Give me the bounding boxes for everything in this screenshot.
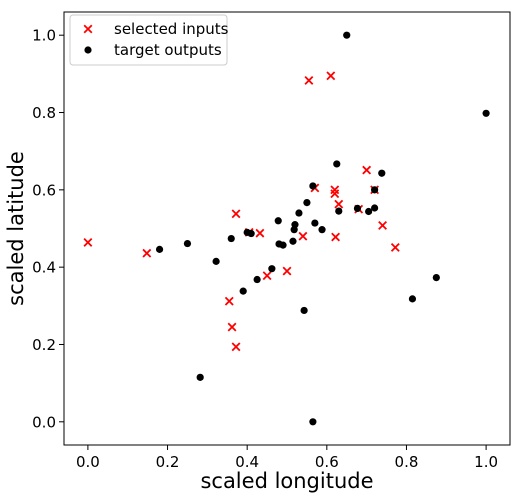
point-target-outputs-2 bbox=[196, 373, 204, 381]
point-selected-inputs-0 bbox=[83, 237, 93, 247]
point-selected-inputs-16 bbox=[331, 232, 341, 242]
legend-marker-target-outputs bbox=[84, 46, 92, 54]
x-tick-label: 0.4 bbox=[235, 453, 259, 471]
y-axis-label: scaled latitude bbox=[4, 151, 28, 306]
point-target-outputs-26 bbox=[353, 204, 362, 212]
point-selected-inputs-17 bbox=[334, 199, 344, 209]
point-selected-inputs-5 bbox=[231, 209, 241, 219]
point-target-outputs-13 bbox=[289, 237, 297, 245]
point-target-outputs-15 bbox=[291, 221, 299, 229]
point-selected-inputs-19 bbox=[362, 165, 372, 175]
plot-frame bbox=[63, 11, 511, 446]
point-target-outputs-16 bbox=[295, 209, 303, 217]
point-selected-inputs-15 bbox=[330, 189, 340, 199]
point-selected-inputs-2 bbox=[224, 296, 234, 306]
point-target-outputs-7 bbox=[247, 229, 255, 238]
y-tick-label: 0.6 bbox=[32, 181, 56, 199]
point-selected-inputs-1 bbox=[142, 248, 152, 258]
point-target-outputs-12 bbox=[279, 241, 287, 249]
point-target-outputs-30 bbox=[378, 169, 386, 177]
point-selected-inputs-11 bbox=[304, 75, 314, 85]
point-target-outputs-21 bbox=[311, 219, 319, 227]
point-target-outputs-4 bbox=[227, 234, 235, 243]
point-target-outputs-32 bbox=[432, 273, 440, 282]
point-target-outputs-8 bbox=[253, 275, 261, 284]
point-target-outputs-9 bbox=[268, 265, 276, 273]
y-tick-label: 0.0 bbox=[32, 413, 56, 431]
point-selected-inputs-8 bbox=[262, 271, 272, 281]
point-target-outputs-17 bbox=[300, 306, 308, 315]
point-target-outputs-25 bbox=[343, 31, 351, 39]
point-target-outputs-19 bbox=[309, 182, 317, 190]
point-selected-inputs-13 bbox=[326, 71, 336, 81]
point-target-outputs-22 bbox=[318, 226, 326, 234]
legend-symbol-selected-inputs bbox=[83, 24, 93, 34]
point-target-outputs-23 bbox=[333, 160, 341, 168]
y-tick-label: 1.0 bbox=[32, 27, 56, 45]
point-target-outputs-29 bbox=[371, 186, 379, 194]
point-selected-inputs-3 bbox=[227, 322, 237, 332]
point-target-outputs-31 bbox=[408, 295, 417, 303]
point-target-outputs-5 bbox=[239, 287, 247, 295]
point-target-outputs-20 bbox=[309, 418, 317, 426]
point-selected-inputs-21 bbox=[378, 220, 388, 230]
point-selected-inputs-7 bbox=[255, 228, 265, 238]
y-tick-label: 0.4 bbox=[32, 259, 56, 277]
point-target-outputs-1 bbox=[183, 239, 192, 248]
legend-symbol-target-outputs bbox=[84, 46, 92, 54]
data-marks bbox=[83, 31, 490, 426]
x-tick-label: 0.6 bbox=[315, 453, 339, 471]
legend-marker-selected-inputs bbox=[83, 24, 93, 34]
x-tick-label: 1.0 bbox=[474, 453, 498, 471]
x-tick-label: 0.8 bbox=[395, 453, 419, 471]
point-selected-inputs-10 bbox=[298, 231, 308, 241]
point-target-outputs-18 bbox=[303, 198, 311, 207]
legend: selected inputs target outputs bbox=[69, 14, 229, 66]
point-selected-inputs-22 bbox=[390, 243, 400, 252]
point-target-outputs-28 bbox=[371, 204, 379, 212]
x-tick-label: 0.2 bbox=[156, 453, 180, 471]
point-target-outputs-0 bbox=[155, 245, 164, 253]
point-target-outputs-3 bbox=[212, 257, 220, 265]
x-tick-label: 0.0 bbox=[76, 453, 100, 471]
x-axis-label: scaled longitude bbox=[200, 469, 373, 493]
y-tick-label: 0.8 bbox=[32, 104, 56, 122]
legend-label-target-outputs: target outputs bbox=[114, 41, 222, 59]
point-target-outputs-24 bbox=[335, 207, 343, 215]
y-axis-ticks: 0.0 0.2 0.4 0.6 0.8 1.0 bbox=[32, 27, 64, 431]
point-target-outputs-27 bbox=[365, 207, 373, 216]
point-selected-inputs-4 bbox=[231, 342, 241, 352]
point-selected-inputs-9 bbox=[282, 266, 292, 276]
y-tick-label: 0.2 bbox=[32, 336, 56, 354]
point-target-outputs-33 bbox=[482, 109, 490, 117]
legend-box bbox=[69, 14, 228, 66]
legend-label-selected-inputs: selected inputs bbox=[114, 20, 229, 38]
point-target-outputs-10 bbox=[274, 217, 282, 225]
x-axis-ticks: 0.0 0.2 0.4 0.6 0.8 1.0 bbox=[76, 445, 498, 471]
